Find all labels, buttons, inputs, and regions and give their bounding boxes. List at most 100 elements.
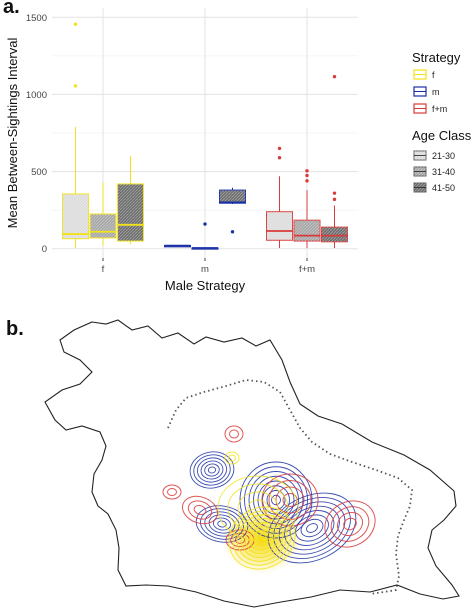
outlier-point	[230, 230, 235, 234]
y-axis: 0 500 1000 1500	[26, 13, 47, 255]
box-m-41-50	[219, 187, 246, 234]
outlier-point	[277, 146, 282, 151]
outlier-point	[305, 169, 309, 173]
contour-line	[217, 520, 227, 528]
contour-line	[229, 429, 239, 439]
box-fplusm-21-30	[266, 146, 293, 248]
x-axis-label: Male Strategy	[165, 278, 246, 293]
boxplot-panel: 0 500 1000 1500 f m f+m Mean Between-Sighting…	[5, 8, 358, 293]
contour-line	[306, 523, 318, 533]
outer-region-boundary	[44, 319, 460, 608]
legend-title-strategy: Strategy	[412, 50, 461, 65]
y-tick-label: 0	[42, 244, 47, 255]
contour-line	[228, 506, 296, 570]
contour-line	[249, 525, 275, 551]
box-hatch	[321, 227, 348, 242]
contour-line	[336, 511, 364, 537]
contour-line	[247, 499, 269, 517]
contour-line	[227, 483, 289, 533]
outlier-point	[332, 74, 337, 79]
contour-line	[228, 454, 236, 462]
contour-line	[253, 475, 299, 525]
contour-line	[193, 504, 207, 516]
contour-line	[224, 425, 244, 443]
contour-line	[271, 494, 281, 506]
box-hatch	[294, 220, 320, 242]
outlier-point	[332, 191, 337, 195]
box-fplusm-41-50	[321, 74, 348, 248]
contour-line	[266, 490, 286, 510]
box-f-41-50	[117, 156, 144, 245]
contour-line	[300, 518, 324, 538]
y-tick-label: 1500	[26, 13, 47, 24]
x-axis: f m f+m	[102, 258, 315, 275]
contour-line	[244, 521, 280, 555]
contour-line	[239, 461, 313, 539]
legend-label-age: 21-30	[432, 151, 455, 161]
contour-line	[237, 491, 279, 525]
contour-line	[240, 518, 284, 558]
contour-line	[200, 508, 244, 540]
outlier-point	[305, 179, 309, 183]
contour-map-panel	[44, 319, 460, 608]
contour-line	[189, 451, 235, 489]
box-hatch	[219, 190, 246, 204]
box-hatch	[62, 193, 89, 239]
legend: Strategy fm f+m Age Class 21-30 31-40 41-50	[412, 50, 472, 193]
contour-line	[208, 514, 236, 534]
contour-line	[196, 457, 228, 483]
contour-line	[343, 517, 357, 531]
contour-line	[207, 466, 217, 474]
panel-a-label: a.	[3, 0, 20, 18]
y-axis-label: Mean Between-Sightings Interval	[5, 38, 20, 229]
box-hatch	[90, 214, 116, 238]
x-tick-label-fplusm: f+m	[299, 264, 315, 275]
box-hatch	[117, 183, 144, 242]
contour-line	[204, 463, 220, 477]
contour-line	[261, 473, 319, 527]
contour-line	[193, 454, 231, 486]
x-tick-label-m: m	[201, 264, 209, 275]
inner-dotted-boundary	[167, 379, 413, 595]
y-tick-label: 1000	[26, 90, 47, 101]
contour-line	[295, 514, 329, 542]
contour-line	[232, 510, 292, 566]
outlier-point	[73, 22, 78, 26]
box-hatch	[266, 211, 293, 241]
contour-line	[236, 514, 288, 562]
outlier-point	[277, 155, 282, 160]
legend-label-age: 41-50	[432, 183, 455, 193]
outlier-point	[305, 173, 309, 178]
outlier-point	[203, 222, 207, 226]
box-m-31-40	[191, 222, 219, 250]
contour-line	[167, 488, 177, 496]
contour-line	[324, 500, 376, 548]
contour-line	[200, 460, 224, 480]
outlier-point	[73, 84, 78, 88]
legend-age-items: 21-30 31-40 41-50	[413, 150, 455, 193]
box-fplusm-31-40	[293, 169, 321, 248]
contour-line	[187, 500, 213, 520]
panel-b-label: b.	[6, 318, 24, 340]
density-contours	[162, 425, 376, 574]
legend-label-age: 31-40	[432, 167, 455, 177]
contour-line	[224, 451, 240, 465]
legend-title-age-class: Age Class	[412, 128, 472, 143]
legend-label-strategy: f	[432, 70, 435, 80]
contour-line	[217, 475, 299, 541]
legend-strategy-items: fm f+m	[413, 69, 447, 114]
x-tick-label-f: f	[102, 264, 105, 275]
contour-line	[182, 495, 218, 525]
legend-label-strategy: f+m	[432, 104, 447, 114]
legend-label-strategy: m	[432, 87, 440, 97]
contour-line	[330, 506, 370, 542]
contour-line	[253, 529, 271, 547]
box-f-31-40	[89, 182, 117, 246]
contour-line	[212, 517, 232, 531]
contour-line	[267, 492, 357, 564]
box-f-21-30	[62, 22, 89, 248]
contour-line	[195, 505, 249, 543]
box-m-21-30	[164, 244, 191, 248]
contour-line	[162, 484, 182, 500]
